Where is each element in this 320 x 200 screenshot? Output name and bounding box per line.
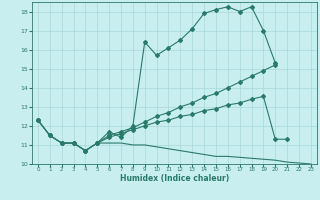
X-axis label: Humidex (Indice chaleur): Humidex (Indice chaleur): [120, 174, 229, 183]
